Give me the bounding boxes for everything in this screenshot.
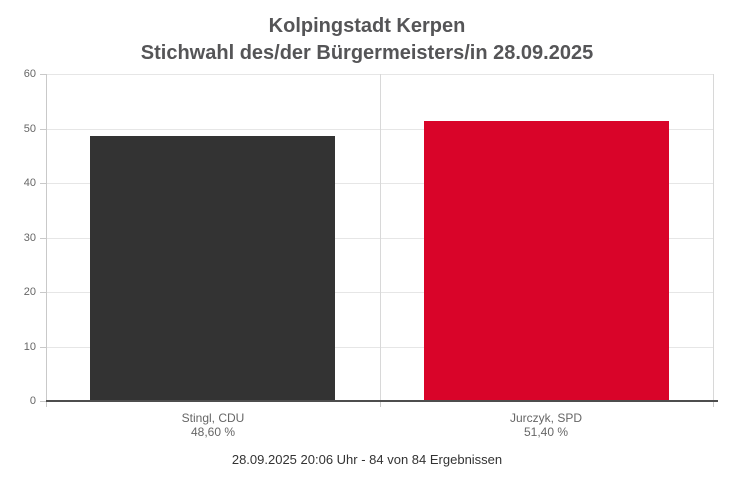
y-axis-tick (40, 292, 46, 293)
chart-title: Kolpingstadt Kerpen (268, 15, 466, 37)
y-grid-line (46, 74, 713, 75)
y-grid-line (46, 347, 713, 348)
y-grid-line (46, 183, 713, 184)
y-grid-line (46, 238, 713, 239)
y-tick-label: 40 (23, 177, 36, 189)
x-axis-tick (713, 401, 714, 407)
y-axis-tick (40, 238, 46, 239)
bar-stingl-cdu[interactable] (90, 136, 335, 400)
y-tick-label: 60 (23, 68, 36, 80)
chart-subtitle: Stichwahl des/der Bürgermeisters/in 28.0… (140, 42, 594, 64)
y-axis-tick (40, 347, 46, 348)
candidate-percent-label: 51,40 % (523, 425, 569, 439)
y-tick-label: 50 (23, 123, 36, 135)
x-axis-tick (380, 401, 381, 407)
y-tick-label: 0 (29, 395, 36, 407)
y-axis-tick (40, 183, 46, 184)
chart-footer: 28.09.2025 20:06 Uhr - 84 von 84 Ergebni… (231, 452, 503, 467)
y-axis-tick (40, 74, 46, 75)
y-tick-label: 30 (23, 232, 36, 244)
chart-header: Kolpingstadt Kerpen Stichwahl des/der Bü… (0, 13, 734, 67)
x-axis-tick (46, 401, 47, 407)
y-grid-line (46, 292, 713, 293)
candidate-name-label: Jurczyk, SPD (509, 411, 582, 425)
y-axis-tick (40, 401, 46, 402)
category-label: Jurczyk, SPD 51,40 % (421, 411, 671, 441)
candidate-name-label: Stingl, CDU (181, 411, 245, 425)
y-axis-line (46, 74, 47, 401)
category-label: Stingl, CDU 48,60 % (88, 411, 338, 441)
bar-jurczyk-spd[interactable] (424, 121, 669, 400)
x-grid-line (380, 74, 381, 401)
y-grid-line (46, 129, 713, 130)
candidate-percent-label: 48,60 % (190, 425, 236, 439)
y-axis-tick (40, 129, 46, 130)
x-axis-line (46, 400, 718, 402)
y-tick-label: 10 (23, 341, 36, 353)
x-grid-line (713, 74, 714, 401)
y-tick-label: 20 (23, 286, 36, 298)
